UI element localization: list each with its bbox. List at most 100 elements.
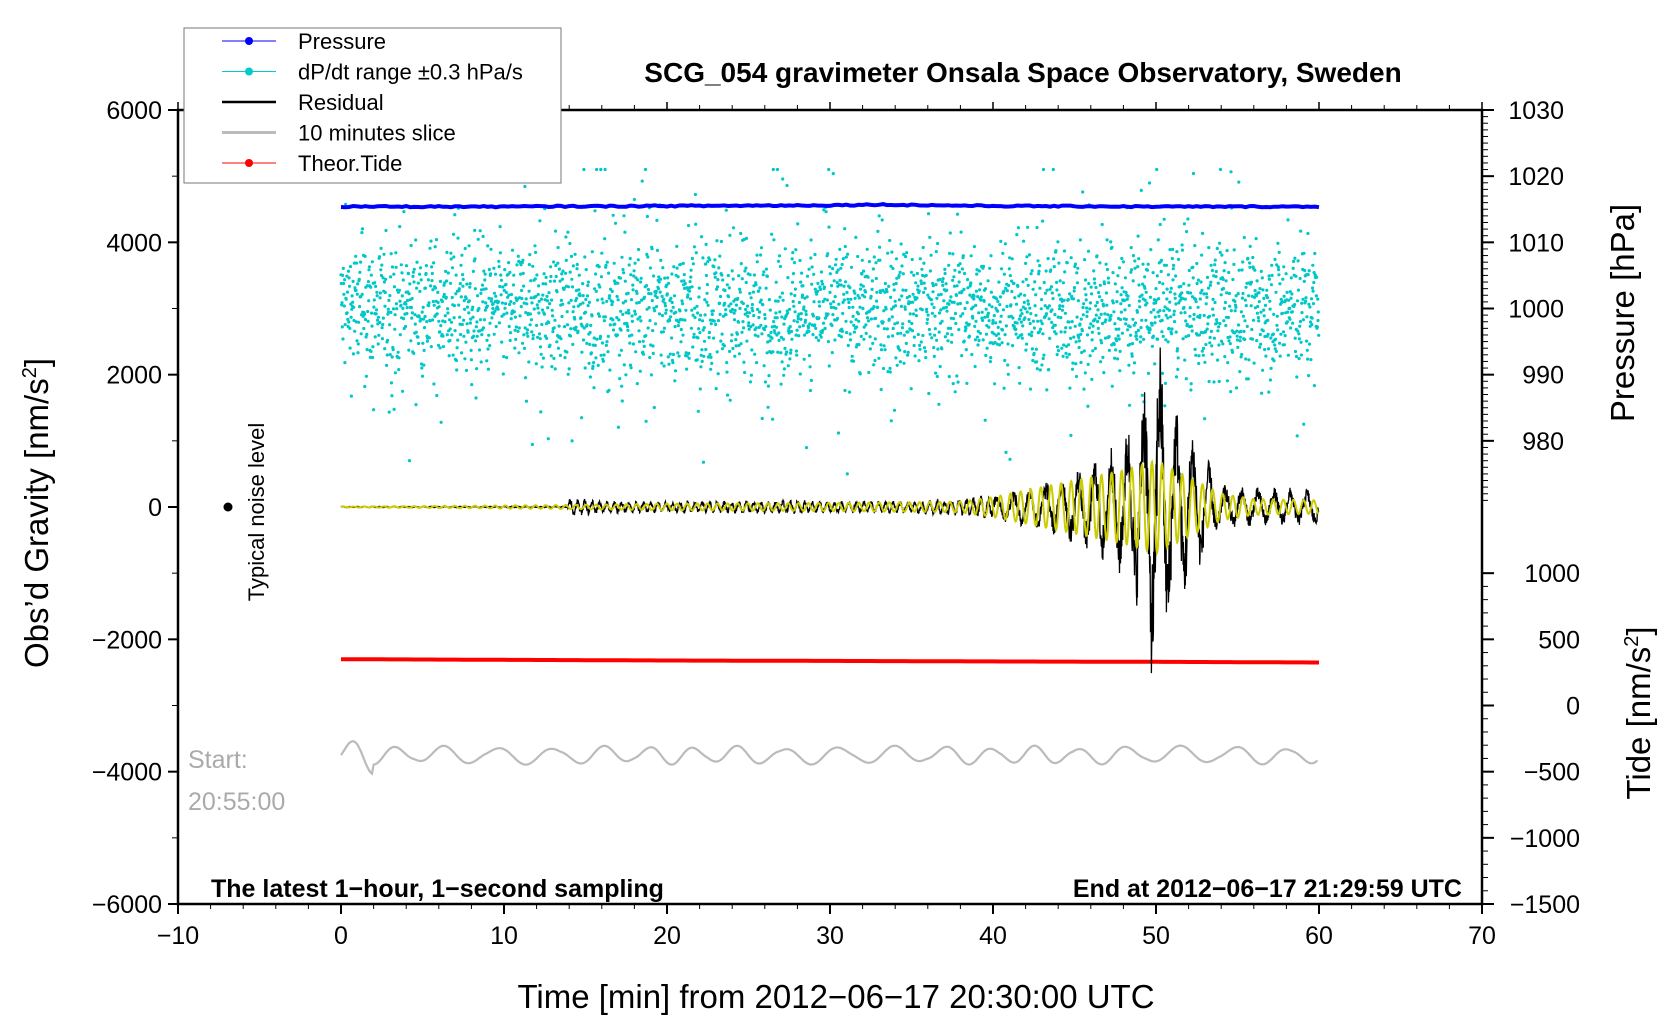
dpdt-point xyxy=(1255,279,1259,283)
dpdt-point xyxy=(448,338,452,343)
dpdt-point xyxy=(924,356,928,360)
dpdt-point xyxy=(759,323,763,327)
dpdt-point xyxy=(942,299,946,303)
dpdt-point xyxy=(1149,248,1153,252)
dpdt-point xyxy=(1028,321,1032,326)
dpdt-point xyxy=(651,329,655,333)
dpdt-point xyxy=(1263,347,1267,352)
dpdt-point xyxy=(1115,300,1119,304)
dpdt-point xyxy=(430,279,434,283)
dpdt-point xyxy=(661,266,665,270)
dpdt-point xyxy=(1071,361,1075,365)
dpdt-point xyxy=(734,344,738,348)
dpdt-point xyxy=(1198,313,1202,317)
dpdt-point xyxy=(1174,302,1178,306)
dpdt-point xyxy=(492,332,496,336)
dpdt-point xyxy=(911,300,915,304)
dpdt-point xyxy=(1298,324,1302,328)
dpdt-point xyxy=(1232,262,1236,266)
dpdt-point xyxy=(685,354,689,358)
dpdt-point xyxy=(685,367,689,371)
dpdt-point xyxy=(873,358,877,363)
dpdt-point xyxy=(660,294,664,298)
dpdt-point xyxy=(620,399,624,403)
dpdt-point xyxy=(362,326,366,331)
dpdt-point xyxy=(1026,225,1030,229)
dpdt-point xyxy=(1217,325,1221,329)
dpdt-point xyxy=(373,281,377,285)
pressure-tick-label: 990 xyxy=(1522,362,1564,390)
dpdt-point xyxy=(1235,329,1239,333)
tide-label-sup: 2 xyxy=(1621,636,1643,647)
dpdt-point xyxy=(482,318,486,322)
dpdt-point xyxy=(927,391,931,396)
dpdt-point xyxy=(795,320,800,324)
dpdt-point xyxy=(1300,311,1304,315)
dpdt-point xyxy=(1222,319,1226,323)
dpdt-point xyxy=(793,310,797,314)
dpdt-point xyxy=(570,439,574,443)
dpdt-point xyxy=(1289,326,1293,330)
dpdt-point xyxy=(475,320,479,324)
dpdt-point xyxy=(607,296,611,300)
dpdt-point xyxy=(718,254,722,258)
dpdt-point xyxy=(374,284,378,288)
dpdt-point xyxy=(668,319,672,323)
dpdt-point xyxy=(434,238,439,242)
dpdt-point xyxy=(747,327,751,331)
dpdt-point xyxy=(810,282,814,286)
dpdt-point xyxy=(707,330,712,335)
dpdt-point xyxy=(986,279,990,283)
dpdt-point xyxy=(894,356,898,360)
dpdt-point xyxy=(348,346,352,350)
dpdt-point xyxy=(549,354,553,358)
start-label: Start: xyxy=(188,746,248,774)
dpdt-point xyxy=(627,263,631,267)
dpdt-point xyxy=(1055,288,1059,292)
dpdt-point xyxy=(568,270,572,274)
dpdt-point xyxy=(753,333,757,337)
dpdt-point xyxy=(921,333,925,338)
dpdt-point xyxy=(1031,358,1035,363)
dpdt-point xyxy=(1093,346,1097,351)
dpdt-point xyxy=(621,301,625,305)
dpdt-point xyxy=(1165,297,1169,301)
dpdt-point xyxy=(943,267,947,271)
dpdt-point xyxy=(1138,305,1142,309)
dpdt-point xyxy=(691,313,695,317)
dpdt-point xyxy=(679,340,683,344)
dpdt-point xyxy=(438,346,442,350)
dpdt-point xyxy=(1096,320,1100,324)
dpdt-point xyxy=(537,311,541,315)
dpdt-point xyxy=(766,384,771,388)
dpdt-point xyxy=(536,335,540,339)
dpdt-point xyxy=(367,299,371,303)
dpdt-point xyxy=(826,252,830,256)
dpdt-point xyxy=(507,302,512,307)
dpdt-point xyxy=(1001,308,1006,312)
dpdt-point xyxy=(357,277,361,281)
dpdt-point xyxy=(957,280,961,284)
dpdt-point xyxy=(390,355,394,359)
dpdt-point xyxy=(975,272,979,276)
dpdt-point xyxy=(890,250,894,254)
dpdt-point xyxy=(1146,371,1151,375)
dpdt-point xyxy=(767,374,771,378)
dpdt-point xyxy=(918,347,922,351)
dpdt-point xyxy=(786,364,790,368)
dpdt-point xyxy=(393,327,397,331)
dpdt-point xyxy=(1104,318,1108,322)
dpdt-point xyxy=(930,336,934,340)
dpdt-point xyxy=(711,309,715,313)
dpdt-point xyxy=(786,276,790,280)
dpdt-point xyxy=(399,263,403,267)
dpdt-point xyxy=(777,338,781,342)
dpdt-point xyxy=(585,323,589,327)
tide-tick-label: −1000 xyxy=(1510,825,1580,853)
dpdt-point xyxy=(450,333,454,337)
dpdt-point xyxy=(693,315,697,320)
dpdt-point xyxy=(380,263,384,267)
dpdt-point xyxy=(467,311,471,315)
dpdt-point xyxy=(1113,322,1117,326)
dpdt-point xyxy=(1040,322,1044,326)
